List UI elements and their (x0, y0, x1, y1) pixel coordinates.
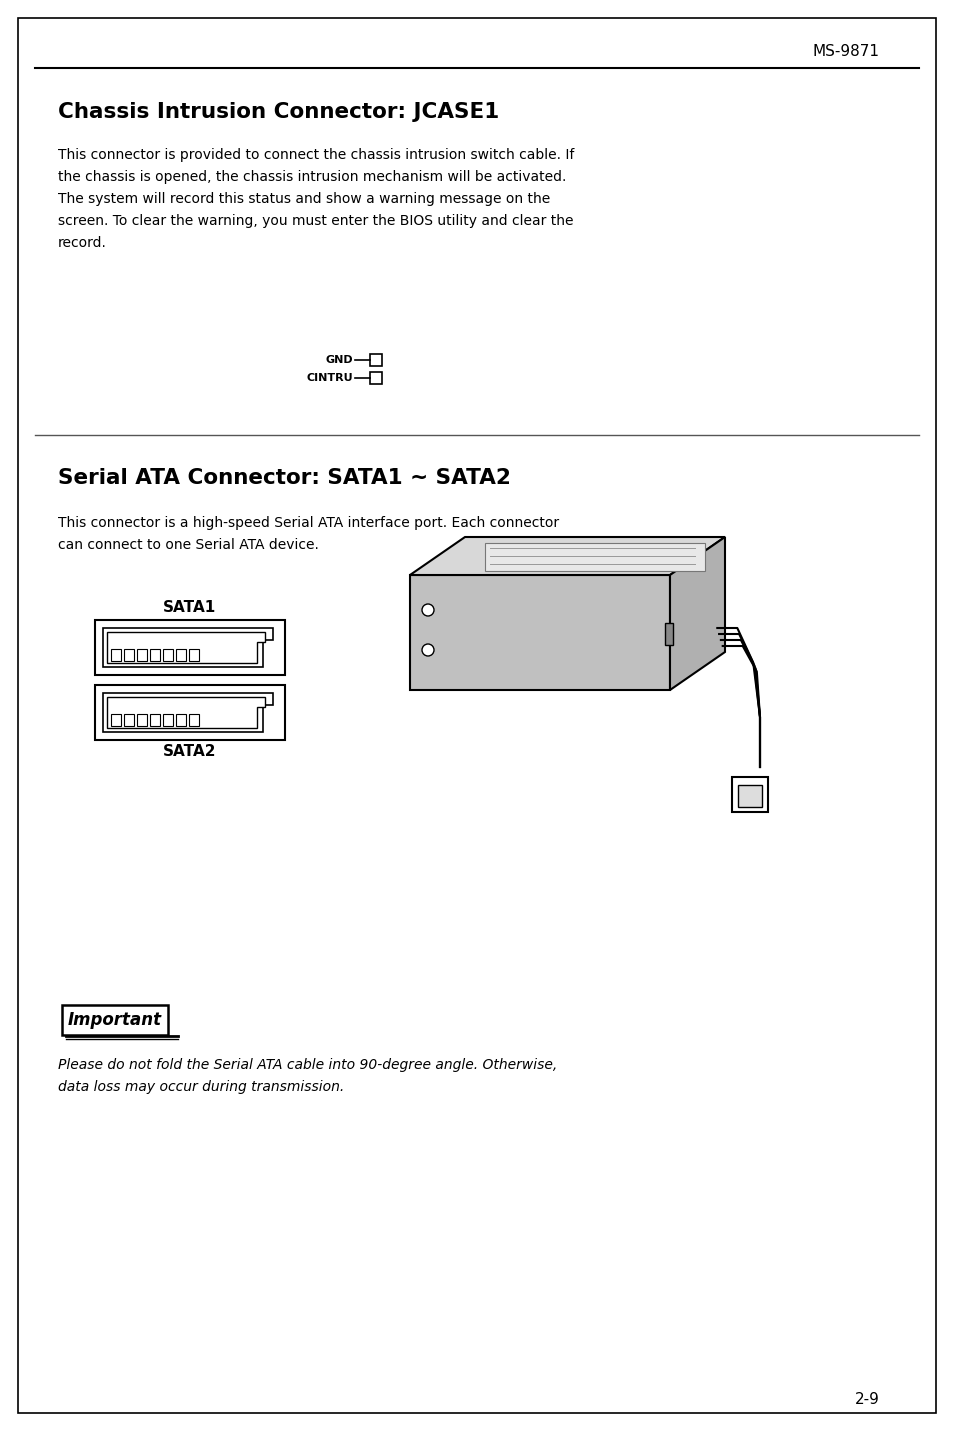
Text: Please do not fold the Serial ATA cable into 90-degree angle. Otherwise,: Please do not fold the Serial ATA cable … (58, 1058, 557, 1072)
Bar (163, 714, 172, 726)
Polygon shape (484, 542, 704, 571)
Text: the chassis is opened, the chassis intrusion mechanism will be activated.: the chassis is opened, the chassis intru… (58, 170, 566, 185)
Text: Chassis Intrusion Connector: JCASE1: Chassis Intrusion Connector: JCASE1 (58, 102, 498, 122)
Bar (175, 714, 186, 726)
Text: screen. To clear the warning, you must enter the BIOS utility and clear the: screen. To clear the warning, you must e… (58, 215, 573, 228)
Bar (95, 685, 285, 740)
Text: 2-9: 2-9 (854, 1392, 879, 1408)
Bar (95, 620, 285, 675)
Polygon shape (107, 697, 265, 728)
Bar (163, 650, 172, 661)
Text: This connector is a high-speed Serial ATA interface port. Each connector: This connector is a high-speed Serial AT… (58, 517, 558, 529)
Text: data loss may occur during transmission.: data loss may occur during transmission. (58, 1080, 344, 1095)
Text: SATA2: SATA2 (163, 744, 216, 760)
Text: This connector is provided to connect the chassis intrusion switch cable. If: This connector is provided to connect th… (58, 147, 574, 162)
Bar (738, 786, 761, 807)
Polygon shape (103, 693, 273, 733)
Polygon shape (410, 575, 669, 690)
Bar (124, 714, 133, 726)
Bar (137, 650, 147, 661)
Bar (189, 650, 199, 661)
Bar (731, 777, 767, 811)
Bar (111, 714, 121, 726)
Polygon shape (669, 537, 724, 690)
Circle shape (421, 604, 434, 615)
Polygon shape (410, 537, 724, 575)
Bar (111, 650, 121, 661)
Text: The system will record this status and show a warning message on the: The system will record this status and s… (58, 192, 550, 206)
Bar (137, 714, 147, 726)
Polygon shape (107, 633, 265, 663)
Text: GND: GND (325, 355, 353, 365)
Text: Important: Important (68, 1010, 162, 1029)
Bar (370, 353, 381, 366)
Text: CINTRU: CINTRU (306, 373, 353, 384)
Bar (175, 650, 186, 661)
Text: SATA1: SATA1 (163, 600, 216, 614)
Circle shape (421, 644, 434, 655)
Bar (150, 714, 160, 726)
Bar (189, 714, 199, 726)
Text: can connect to one Serial ATA device.: can connect to one Serial ATA device. (58, 538, 318, 552)
Polygon shape (103, 628, 273, 667)
Bar (150, 650, 160, 661)
Text: Serial ATA Connector: SATA1 ~ SATA2: Serial ATA Connector: SATA1 ~ SATA2 (58, 468, 511, 488)
Text: record.: record. (58, 236, 107, 250)
Bar (124, 650, 133, 661)
Text: MS-9871: MS-9871 (812, 44, 879, 60)
Bar (664, 622, 672, 645)
Bar (370, 372, 381, 384)
